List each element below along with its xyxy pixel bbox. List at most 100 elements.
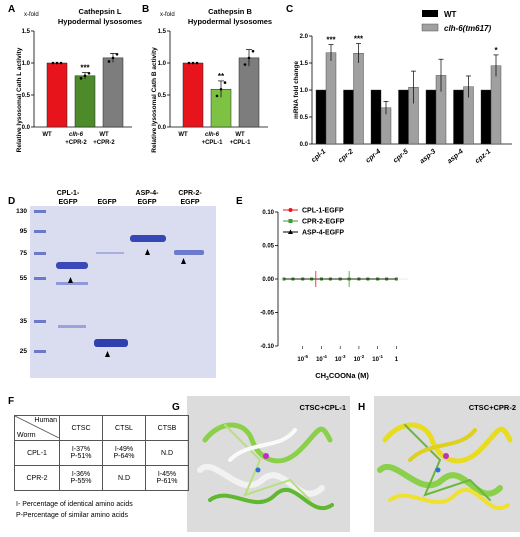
ladder-band-130: [34, 210, 46, 213]
panel-e-letter: E: [236, 196, 243, 207]
table-notes: I- Percentage of identical amino acids P…: [16, 499, 133, 521]
panel-b-data-point: [247, 56, 251, 60]
ladder-band-55: [34, 277, 46, 280]
panel-a-bars: ***: [46, 52, 124, 128]
table-header-row: Human Worm CTSC CTSL CTSB: [14, 415, 189, 441]
panel-b-significance: **: [218, 72, 225, 81]
panel-e-y-ticks: 0.10 0.05 0.00 -0.05 -0.10: [260, 210, 278, 350]
helix-g-1: [202, 422, 333, 464]
panel-a-bar: [74, 75, 96, 128]
panel-c-ytick-label: 0.0: [300, 142, 309, 148]
cell-cpl1-ctsc-p: P-51%: [70, 453, 92, 460]
panel-b-bars: **: [182, 49, 260, 128]
panel-e-xtick-label: 1: [395, 357, 399, 363]
helix-g-4: [228, 428, 297, 462]
panel-a-data-point: [115, 52, 119, 56]
panel-c: C mRNA fold change 0.00.51.01.52.0 *** **…: [286, 4, 512, 165]
cell-cpl1-ctsl: I-49% P-64%: [102, 440, 146, 466]
panel-a-data-point: [83, 74, 87, 78]
panel-a-xlabel-cpr2b: +CPR-2: [93, 140, 115, 146]
panel-a-title-2: Hypodermal lysosomes: [58, 17, 142, 26]
legend-marker-cpl1: [288, 208, 293, 212]
helix-h-4: [408, 428, 477, 462]
panel-f-letter: F: [8, 396, 14, 407]
mw-label: 75: [20, 250, 28, 257]
legend-marker-asp4: [288, 229, 293, 234]
cell-cpr2-ctsc-p: P-55%: [70, 478, 92, 485]
structure-g: [197, 422, 334, 510]
note-similarity: P-Percentage of similar amino acids: [16, 512, 129, 519]
panel-e-xtick-label: 10-1: [372, 354, 383, 363]
active-site-g-2: [255, 467, 261, 473]
panel-b-ytick-label: 1.0: [158, 61, 167, 67]
panel-c-bars: *** ****: [315, 35, 502, 145]
panel-b-title-2: Hypodermal lysosomes: [188, 17, 272, 26]
cell-cpr2-ctsb-p: P-61%: [156, 478, 178, 485]
helix-h-1: [382, 422, 513, 464]
panel-c-significance: *: [494, 46, 498, 55]
panel-e-xtick-label: 10-3: [335, 354, 346, 363]
panel-a-unit-note: x-fold: [24, 12, 39, 18]
panel-c-bar: [490, 65, 502, 145]
ladder-band-95: [34, 230, 46, 233]
panel-a-data-point: [87, 71, 91, 75]
panel-b-xlabel-wt: WT: [178, 132, 188, 138]
panel-c-bar: [398, 89, 409, 145]
panel-c-xtick-label: cpr-4: [365, 148, 383, 164]
band-egfp: [94, 339, 128, 347]
arrowhead-asp4: [145, 249, 150, 255]
panel-g-letter: G: [172, 402, 180, 413]
ladder-band-35: [34, 320, 46, 323]
identity-table: Human Worm CTSC CTSL CTSB CPL-1 I-37% P-5…: [14, 415, 189, 491]
panel-c-bar: [325, 52, 337, 145]
panel-e: E 0.100.050.00-0.05-0.10 10-510-410-310-…: [236, 196, 408, 382]
panel-g-title: CTSC+CPL-1: [300, 403, 346, 412]
legend-marker-cpr2: [288, 219, 293, 223]
panel-b-bar: [238, 57, 260, 128]
arrowhead-cpr2: [181, 258, 186, 264]
panel-e-ytick-label: -0.05: [260, 311, 274, 317]
table-row: CPR-2 I-36% P-55% N.D I-45% P-61%: [14, 465, 189, 491]
panel-a-data-point: [107, 60, 111, 63]
panel-e-ytick-label: -0.10: [260, 344, 274, 350]
lane-label: CPL-1-: [57, 190, 80, 197]
cell-cpr2-ctsb-i: I-45%: [157, 471, 177, 478]
panel-b-data-point: [243, 63, 247, 66]
panel-c-bar: [425, 89, 437, 145]
panel-a: A x-fold Cathepsin L Hypodermal lysosome…: [8, 4, 142, 152]
panel-g: G CTSC+CPL-1: [172, 396, 350, 532]
panel-c-x-labels: cpl-1 cpr-2 cpr-4 cpr-5 asp-3 asp-4 cpz-1: [310, 148, 492, 165]
panel-b-ytick-label: 0.0: [158, 125, 167, 131]
panel-b-ylabel: Relative lysosomal Cath B activity: [151, 47, 158, 153]
lane-label: CPR-2-: [178, 190, 202, 197]
panel-c-bar: [315, 89, 327, 145]
panel-c-significance: ***: [326, 36, 336, 45]
lane-label: EGFP: [97, 199, 116, 206]
active-site-h-1: [443, 453, 449, 459]
panel-b-data-point: [191, 61, 195, 65]
panel-e-legend: CPL-1-EGFP CPR-2-EGFP ASP-4-EGFP: [283, 208, 345, 237]
panel-h: H CTSC+CPR-2: [358, 396, 520, 532]
panel-b-letter: B: [142, 4, 149, 15]
panel-e-xtick-label: 10-2: [354, 354, 365, 363]
panel-b-xlabel-cpl1: +CPL-1: [202, 140, 224, 146]
legend-label-cpr2: CPR-2-EGFP: [302, 219, 345, 226]
structure-h: [377, 422, 513, 510]
panel-e-xlabel: CH3COONa (M): [315, 371, 369, 382]
table-row: CPL-1 I-37% P-51% I-49% P-64% N.D: [14, 440, 189, 466]
band-egfp-faint: [96, 252, 124, 254]
cell-cpl1-ctsc: I-37% P-51%: [59, 440, 103, 466]
panel-c-letter: C: [286, 4, 293, 15]
panel-a-title-1: Cathepsin L: [79, 7, 122, 16]
gel-lane-labels: CPL-1- EGFP EGFP ASP-4- EGFP CPR-2- EGFP: [57, 190, 203, 206]
panel-c-bar: [370, 89, 382, 145]
legend-swatch-wt: [422, 10, 438, 17]
panel-e-ytick-label: 0.10: [262, 210, 274, 216]
panel-a-xlabel-cpr2: +CPR-2: [65, 140, 87, 146]
panel-c-bar: [343, 89, 354, 145]
panel-c-xtick-label: cpr-5: [392, 148, 410, 164]
panel-d: D 130 95 75 55 35 25 CPL-1- EGFP EGFP ASP-4- EGFP…: [8, 190, 216, 378]
ladder-band-75: [34, 252, 46, 255]
